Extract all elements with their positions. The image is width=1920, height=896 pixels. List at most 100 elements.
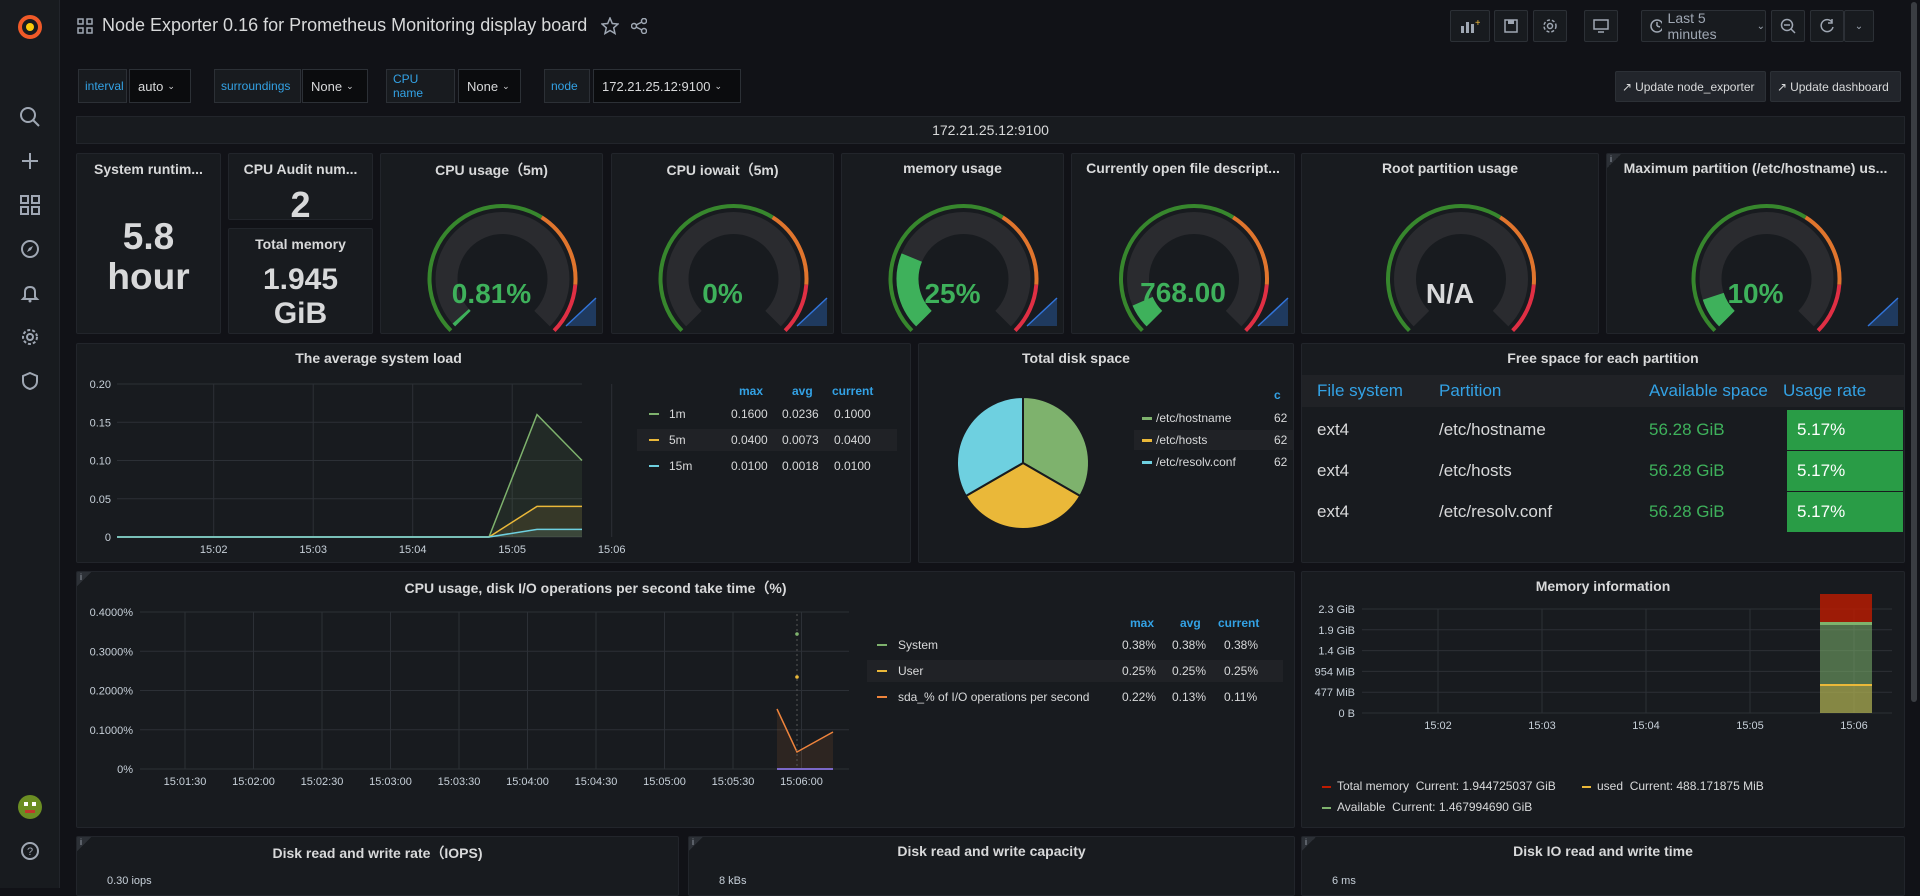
legend-series-name[interactable]: /etc/resolv.conf: [1156, 455, 1236, 469]
legend-series-name[interactable]: System: [898, 638, 939, 652]
info-icon[interactable]: i: [1607, 154, 1621, 168]
column-header[interactable]: Available space: [1649, 381, 1768, 400]
gauge-fill: [452, 308, 471, 327]
scrollbar[interactable]: [1910, 0, 1918, 888]
legend-series-name[interactable]: sda_% of I/O operations per second: [898, 690, 1090, 704]
gauge-value: 25%: [924, 278, 981, 309]
series-point-user: [795, 675, 799, 679]
legend-header[interactable]: c: [1274, 388, 1281, 402]
legend-series-name[interactable]: /etc/hostname: [1156, 411, 1232, 425]
panel-title[interactable]: System runtim...: [94, 161, 203, 177]
panel-title[interactable]: Disk read and write rate（IOPS): [272, 845, 483, 861]
chevron-down-icon: ⌄: [502, 80, 510, 91]
legend-header-current[interactable]: current: [832, 384, 874, 398]
legend-series-name[interactable]: 15m: [669, 459, 693, 473]
refresh-interval-dropdown[interactable]: ⌄: [1844, 10, 1874, 42]
panel-title[interactable]: Memory information: [1535, 578, 1671, 594]
legend-row[interactable]: 5m 0.0400 0.0073 0.0400: [637, 429, 897, 451]
info-icon[interactable]: i: [1302, 837, 1316, 851]
panel-title[interactable]: Disk read and write capacity: [897, 843, 1086, 859]
plus-icon[interactable]: [0, 146, 60, 176]
time-range-label: Last 5 minutes: [1667, 10, 1717, 42]
y-axis-tick: 8 kBs: [719, 875, 747, 887]
panel-title[interactable]: Disk IO read and write time: [1513, 843, 1693, 859]
dashboards-icon[interactable]: [0, 190, 60, 220]
dashboard-settings-button[interactable]: [1533, 10, 1567, 42]
legend-series-name[interactable]: User: [898, 664, 924, 678]
legend-header-current[interactable]: current: [1218, 616, 1260, 630]
update-exporter-link[interactable]: ↗ Update node_exporter: [1615, 71, 1766, 102]
zoom-out-button[interactable]: [1771, 10, 1805, 42]
legend-row[interactable]: /etc/resolv.conf 62: [1134, 452, 1293, 472]
legend-series-name[interactable]: Total memory: [1337, 779, 1410, 793]
save-icon: [1504, 19, 1518, 33]
legend-header-max[interactable]: max: [1130, 616, 1155, 630]
legend-header-avg[interactable]: avg: [1180, 616, 1201, 630]
legend-header-avg[interactable]: avg: [792, 384, 813, 398]
explore-compass-icon[interactable]: [0, 234, 60, 264]
time-range-picker[interactable]: Last 5 minutes ⌄: [1641, 10, 1766, 42]
variable-select-surroundings[interactable]: None ⌄: [302, 69, 368, 103]
panel-title[interactable]: Total disk space: [1022, 350, 1130, 366]
shield-icon[interactable]: [0, 366, 60, 396]
panel-title[interactable]: CPU Audit num...: [243, 161, 358, 177]
variable-select-node[interactable]: 172.21.25.12:9100 ⌄: [593, 69, 741, 103]
variable-label: node: [544, 69, 590, 103]
legend-series-name[interactable]: 1m: [669, 407, 686, 421]
column-header[interactable]: Partition: [1439, 381, 1502, 400]
legend-series-name[interactable]: used: [1597, 779, 1624, 793]
clock-icon: [1650, 19, 1662, 33]
legend-row[interactable]: sda_% of I/O operations per second 0.22%…: [867, 686, 1283, 708]
gauge-threshold-green: [1386, 204, 1502, 333]
info-icon[interactable]: i: [77, 837, 91, 851]
avatar[interactable]: [0, 792, 60, 822]
grafana-logo-icon[interactable]: [0, 12, 60, 42]
cell-usage: 5.17%: [1787, 451, 1903, 491]
dashboard-title[interactable]: Node Exporter 0.16 for Prometheus Monito…: [102, 15, 588, 35]
row-header[interactable]: 172.21.25.12:9100: [76, 116, 1905, 144]
cell-usage: 5.17%: [1787, 410, 1903, 450]
star-icon[interactable]: [600, 16, 620, 40]
variable-select-interval[interactable]: auto ⌄: [129, 69, 191, 103]
scrollbar-thumb[interactable]: [1911, 2, 1917, 702]
legend-item[interactable]: used Current: 488.171875 MiB: [1582, 779, 1764, 793]
variable-node: node 172.21.25.12:9100 ⌄: [544, 69, 764, 103]
legend-series-name[interactable]: /etc/hosts: [1156, 433, 1208, 447]
legend-item[interactable]: Total memory Current: 1.944725037 GiB: [1322, 779, 1556, 793]
legend-swatch: [649, 413, 659, 415]
refresh-button[interactable]: [1810, 10, 1844, 42]
alerting-bell-icon[interactable]: [0, 278, 60, 308]
panel-title[interactable]: Free space for each partition: [1507, 350, 1699, 366]
legend-max: 0.1600: [731, 407, 768, 421]
legend-row[interactable]: 1m 0.1600 0.0236 0.1000: [637, 403, 897, 425]
column-header[interactable]: Usage rate: [1783, 381, 1867, 400]
load-chart: 0.20 0.15 0.10 0.05 0 15:02 15:03 15:04 15:05 15:…: [90, 379, 626, 556]
update-dashboard-link[interactable]: ↗ Update dashboard: [1770, 71, 1901, 102]
legend-row[interactable]: User 0.25% 0.25% 0.25%: [867, 660, 1283, 682]
x-axis-tick: 15:06: [598, 544, 626, 556]
info-icon[interactable]: i: [77, 572, 91, 586]
variable-interval: interval auto ⌄: [78, 69, 218, 103]
add-panel-button[interactable]: +: [1450, 10, 1490, 42]
gear-icon[interactable]: [0, 322, 60, 352]
legend-row[interactable]: /etc/hosts 62: [1134, 430, 1293, 450]
legend-item[interactable]: Available Current: 1.467994690 GiB: [1322, 800, 1532, 814]
x-axis-tick: 15:05: [1736, 720, 1764, 732]
legend-row[interactable]: 15m 0.0100 0.0018 0.0100: [637, 455, 897, 477]
info-icon[interactable]: i: [689, 837, 703, 851]
legend-row[interactable]: /etc/hostname 62: [1134, 408, 1293, 428]
gauge-threshold-red: [552, 284, 578, 333]
tv-mode-button[interactable]: [1584, 10, 1618, 42]
column-header[interactable]: File system: [1317, 381, 1403, 400]
share-icon[interactable]: [630, 17, 648, 39]
legend-series-name[interactable]: 5m: [669, 433, 686, 447]
y-axis-tick: 0.10: [90, 456, 111, 468]
search-icon[interactable]: [0, 102, 60, 132]
variable-select-cpu[interactable]: None ⌄: [458, 69, 521, 103]
help-icon[interactable]: ?: [0, 836, 60, 866]
legend-header-max[interactable]: max: [739, 384, 764, 398]
legend-row[interactable]: System 0.38% 0.38% 0.38%: [867, 634, 1283, 656]
panel-title[interactable]: Total memory: [255, 236, 346, 252]
legend-series-name[interactable]: Available: [1337, 800, 1386, 814]
save-dashboard-button[interactable]: [1494, 10, 1528, 42]
